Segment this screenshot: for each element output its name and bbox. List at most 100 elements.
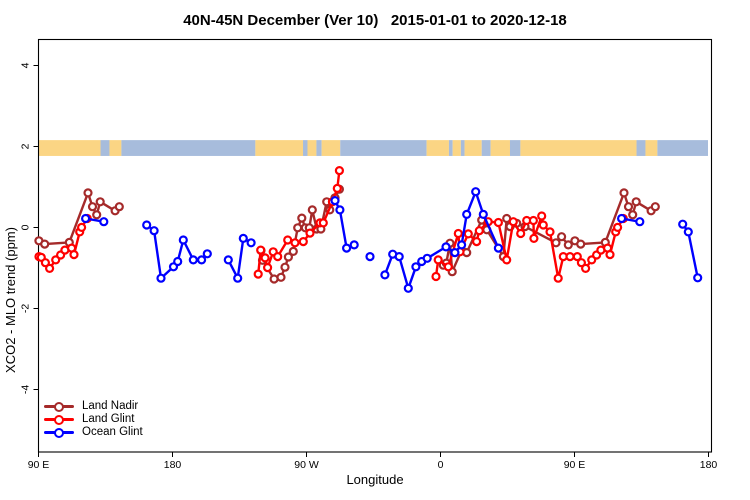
land-glint-point <box>528 215 539 226</box>
y-tick-label: 4 <box>20 62 32 68</box>
map-band-ocean-segment <box>509 140 521 156</box>
map-band-land-segment <box>109 140 122 156</box>
ocean-glint-point <box>99 217 109 227</box>
ocean-glint-point <box>493 243 503 253</box>
x-tick-label: 0 <box>438 459 444 471</box>
land-glint-point <box>605 250 615 260</box>
map-band-land-segment <box>255 140 304 156</box>
land-glint-point <box>69 250 79 260</box>
y-tick-label: -2 <box>20 304 32 313</box>
ocean-glint-point <box>149 226 159 236</box>
land-glint-point <box>443 262 453 272</box>
land-glint-point <box>537 211 547 221</box>
ocean-glint-point <box>342 243 352 253</box>
land-nadir-point <box>628 210 638 220</box>
land-glint-point <box>474 226 484 236</box>
land-nadir-point <box>95 197 105 207</box>
ocean-glint-point <box>349 240 359 250</box>
land-nadir-point <box>280 262 290 272</box>
land-glint-point <box>431 271 441 282</box>
land-nadir-point <box>87 202 98 212</box>
land-glint-point <box>538 220 548 230</box>
land-nadir-point <box>288 246 298 256</box>
ocean-glint-point <box>330 196 340 206</box>
legend-item-ocean-glint: Ocean Glint <box>44 426 143 439</box>
ocean-glint-point <box>635 217 645 227</box>
land-glint-point <box>472 237 482 247</box>
ocean-glint-point <box>238 233 248 243</box>
map-band-land-segment <box>464 140 482 156</box>
land-nadir-point <box>276 272 286 282</box>
land-nadir-point <box>293 223 303 233</box>
ocean-glint-point <box>142 220 152 230</box>
land-glint-point <box>493 217 503 228</box>
land-nadir-point <box>283 252 293 262</box>
y-tick-label: 0 <box>20 224 32 230</box>
land-glint-point <box>453 228 463 239</box>
ocean-glint-point <box>156 273 166 283</box>
land-glint-marker-icon <box>44 414 74 425</box>
ocean-glint-point <box>471 187 481 197</box>
map-band-ocean-segment <box>460 140 465 156</box>
map-band-land-segment <box>645 140 658 156</box>
map-band-land-segment <box>490 140 510 156</box>
ocean-glint-point <box>683 227 693 237</box>
land-glint-point <box>334 166 344 176</box>
chart-title: 40N-45N December (Ver 10) 2015-01-01 to … <box>183 12 567 29</box>
land-glint-point <box>502 255 512 265</box>
ocean-glint-point <box>693 273 703 283</box>
land-glint-point <box>463 229 473 239</box>
x-tick-label: 90 E <box>28 459 50 471</box>
land-glint-point <box>565 252 575 262</box>
land-nadir-point <box>556 232 567 242</box>
ocean-glint-point <box>678 219 688 229</box>
legend-item-land-glint: Land Glint <box>44 413 143 426</box>
land-nadir-point <box>307 205 317 215</box>
land-nadir-point <box>631 197 641 207</box>
land-glint-point <box>305 228 315 238</box>
land-glint-point <box>572 252 582 262</box>
map-band-ocean-segment <box>657 140 708 156</box>
y-tick-label: -4 <box>20 385 32 394</box>
land-glint-point <box>283 235 293 245</box>
map-band-land-segment <box>321 140 341 156</box>
x-axis-label: Longitude <box>346 472 404 487</box>
ocean-glint-point <box>457 240 467 250</box>
plot-box <box>37 38 713 453</box>
x-tick-label: 180 <box>164 459 182 471</box>
ocean-glint-point <box>380 270 390 280</box>
map-band-ocean-segment <box>316 140 322 156</box>
ocean-glint-point <box>246 238 256 248</box>
ocean-glint-point <box>403 283 413 293</box>
map-band-land-segment <box>426 140 449 156</box>
land-glint-point <box>263 263 273 273</box>
y-axis-label: XCO2 - MLO trend (ppm) <box>3 227 18 373</box>
ocean-glint-point <box>441 242 451 252</box>
legend-label: Ocean Glint <box>82 426 143 438</box>
land-glint-point <box>76 222 87 232</box>
land-nadir-point <box>92 210 102 220</box>
ocean-glint-point <box>616 213 627 224</box>
ocean-glint-point <box>422 253 432 263</box>
land-glint-point <box>298 237 308 247</box>
map-band-land-segment <box>520 140 637 156</box>
ocean-glint-point <box>80 213 91 224</box>
land-glint-point <box>260 253 270 263</box>
ocean-glint-point <box>478 209 488 219</box>
land-glint-point <box>516 228 526 239</box>
map-band-land-segment <box>38 140 101 156</box>
map-band-ocean-segment <box>303 140 308 156</box>
ocean-glint-point <box>178 235 188 245</box>
land-glint-point <box>44 263 55 273</box>
land-glint-point <box>545 227 555 237</box>
ocean-glint-marker-icon <box>44 427 74 438</box>
land-glint-point <box>553 273 563 283</box>
land-nadir-point <box>623 202 634 212</box>
land-glint-point <box>433 255 443 265</box>
land-glint-point <box>290 238 300 248</box>
x-tick-label: 180 <box>700 459 718 471</box>
map-band-ocean-segment <box>121 140 256 156</box>
map-band-land-segment <box>452 140 461 156</box>
